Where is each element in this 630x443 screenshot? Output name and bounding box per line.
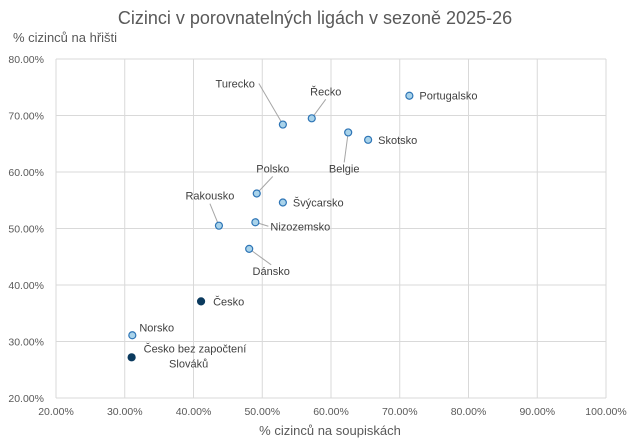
data-label: Česko bez započtení Slováků [144,342,247,370]
y-tick-label: 70.00% [8,111,44,123]
data-point [278,198,287,207]
y-tick-label: 30.00% [8,337,44,349]
data-point [405,91,414,100]
data-label: Dánsko [253,266,290,278]
x-tick-label: 60.00% [313,406,349,418]
data-label: Polsko [256,163,289,175]
leader-line [343,132,349,163]
data-point [278,120,287,129]
data-label: Švýcarsko [293,197,344,210]
data-point [252,189,261,198]
x-tick-label: 80.00% [451,406,487,418]
data-label: Belgie [329,163,360,175]
data-point [127,353,136,362]
data-point [364,135,373,144]
data-label: Skotsko [378,135,417,147]
x-tick-label: 70.00% [382,406,418,418]
data-point [245,244,254,253]
data-label: Rakousko [185,191,234,203]
leader-line [258,83,284,125]
data-label: Portugalsko [419,91,477,103]
y-tick-label: 50.00% [8,224,44,236]
data-label: Turecko [216,79,255,91]
x-tick-label: 40.00% [176,406,212,418]
data-point [344,128,353,137]
x-axis-title: % cizinců na soupiskách [259,423,401,438]
data-point [251,218,260,227]
y-tick-label: 60.00% [8,167,44,179]
data-label: Česko [213,295,244,308]
data-point [128,331,137,340]
y-tick-label: 40.00% [8,280,44,292]
x-tick-label: 20.00% [38,406,74,418]
x-tick-label: 90.00% [519,406,555,418]
x-tick-label: 30.00% [107,406,143,418]
y-axis-title: % cizinců na hřišti [13,30,118,45]
leader-line [248,248,272,266]
x-tick-label: 100.00% [585,406,626,418]
data-point [196,297,206,306]
chart-title: Cizinci v porovnatelných ligách v sezoně… [117,8,513,28]
x-tick-label: 50.00% [244,406,280,418]
y-tick-label: 20.00% [8,393,44,405]
data-point [214,221,224,230]
data-label: Nizozemsko [270,221,330,233]
data-label: Řecko [310,85,341,98]
y-tick-label: 80.00% [8,54,44,66]
data-point [307,114,316,123]
data-label: Norsko [139,322,174,334]
